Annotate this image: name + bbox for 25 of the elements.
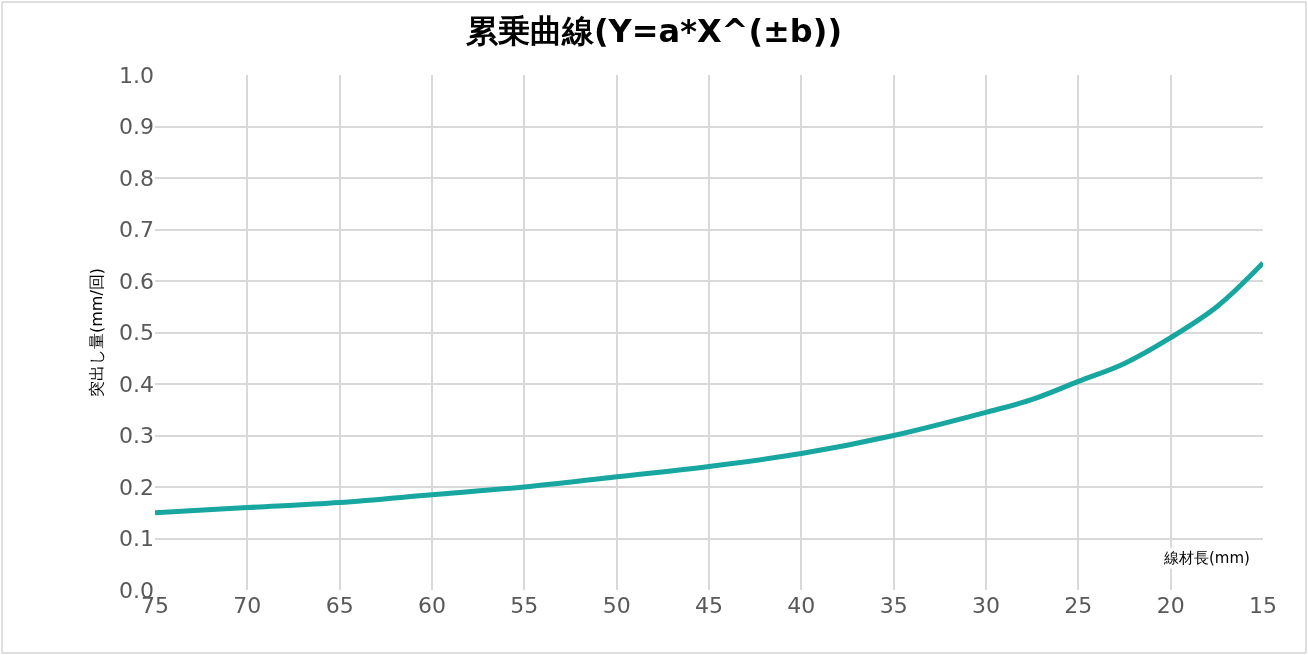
x-tick-label: 50	[602, 593, 631, 618]
x-tick-label: 70	[233, 593, 262, 618]
x-tick-label: 20	[1156, 593, 1185, 618]
y-tick-label: 0.3	[119, 423, 154, 449]
y-tick-label: 0.4	[119, 371, 154, 397]
x-tick-label: 30	[972, 593, 1000, 618]
y-axis-title: 突出し量(mm/回)	[86, 267, 106, 398]
chart-title: 累乗曲線(Y=a*X^(±b))	[465, 12, 843, 51]
y-tick-label: 0.1	[119, 526, 154, 552]
x-tick-label: 25	[1064, 593, 1093, 618]
y-tick-label: 0.2	[119, 474, 154, 500]
x-tick-label: 15	[1249, 593, 1277, 618]
y-tick-label: 0.9	[119, 114, 154, 140]
x-tick-label: 60	[418, 593, 446, 618]
y-tick-label: 0.5	[119, 320, 154, 346]
x-tick-label: 55	[510, 593, 539, 618]
y-tick-label: 0.7	[119, 217, 154, 243]
x-axis-title: 線材長(mm)	[1163, 549, 1250, 567]
x-tick-label: 40	[787, 593, 816, 618]
x-tick-label: 35	[879, 593, 908, 618]
y-tick-label: 1.0	[119, 62, 154, 88]
y-tick-label: 0.8	[119, 165, 154, 191]
x-tick-label: 65	[325, 593, 354, 618]
y-tick-label: 0.6	[119, 268, 154, 294]
x-tick-label: 45	[695, 593, 723, 618]
